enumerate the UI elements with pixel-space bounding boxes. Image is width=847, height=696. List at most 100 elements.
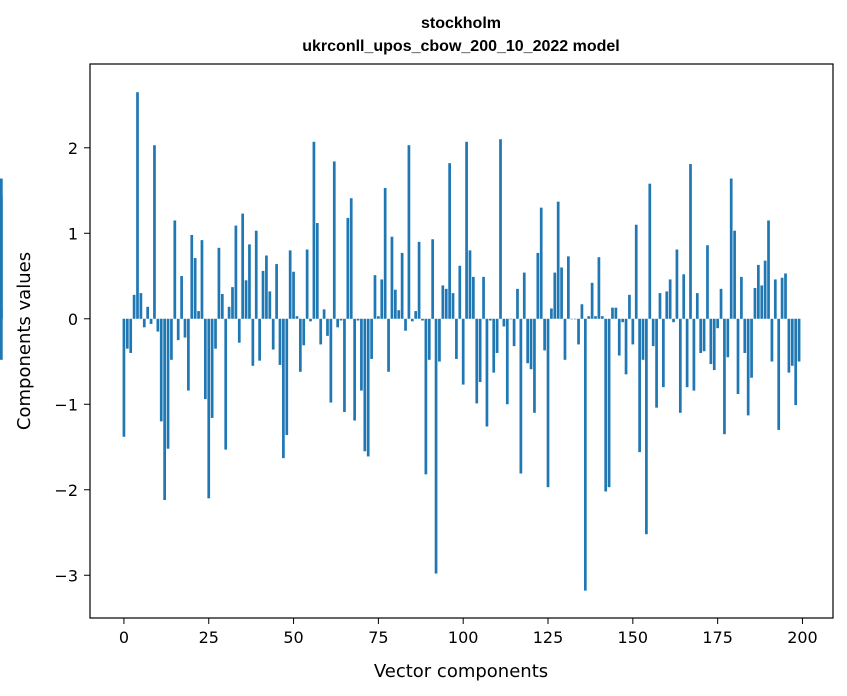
bar-168 [692,318,696,391]
bar-194 [780,277,784,319]
bar-153 [641,318,645,360]
bar-70 [360,318,363,391]
bar-100 [461,318,465,385]
bar-89 [424,318,428,475]
bar-196 [787,318,791,373]
x-tick-label-125: 125 [533,628,564,647]
bar-60 [326,318,329,336]
bar-1 [125,318,129,349]
bar-40 [258,318,261,361]
bar-86 [414,311,418,319]
bar-182 [740,276,743,319]
bar-66 [346,217,350,319]
bar-111 [499,139,502,319]
bar-92 [434,318,438,574]
bar-0 [122,318,126,437]
bar-39 [254,230,258,319]
bar-102 [468,250,472,319]
bar-84 [407,145,411,319]
bar-118 [522,272,526,319]
bar-160 [665,291,669,319]
bar-30 [224,318,228,450]
bar-71 [363,318,367,452]
x-tick-label-75: 75 [368,628,388,647]
bar-95 [444,288,448,319]
bar-128 [556,201,560,319]
bar-129 [560,267,563,319]
bar-166 [685,318,689,388]
bar-4 [136,92,139,319]
bar-188 [760,285,764,319]
y-tick-label-1: 1 [68,224,78,243]
bar-136 [583,318,587,591]
bar-37 [248,244,251,319]
bar-187 [757,264,760,319]
bar-65 [343,318,346,412]
bar-147 [621,318,625,323]
bar-57 [315,223,319,319]
y-tick-label-0: 0 [68,310,78,329]
bar-176 [719,288,723,319]
bar-61 [329,318,333,403]
bar-127 [553,272,557,319]
bar-67 [349,198,353,319]
bar-55 [309,318,312,322]
bar-42 [265,255,268,319]
bar-155 [648,183,652,319]
bar-123 [539,207,543,319]
bar-195 [784,273,787,319]
bar-97 [451,293,455,319]
bar-21 [193,258,197,319]
bar-34 [237,318,241,343]
y-axis-label: Components values [14,252,35,430]
bar-53 [302,318,306,346]
bar-105 [478,318,482,383]
bar-14 [170,318,173,360]
x-tick-label-150: 150 [618,628,649,647]
bar-158 [658,293,662,319]
bar-54 [305,249,309,319]
chart-title: stockholm [421,15,501,32]
bar-108 [488,318,492,321]
bar-52 [298,318,302,372]
bar-69 [356,318,360,321]
y-tick-label--1: −1 [54,395,78,414]
bar-93 [438,318,441,362]
bar-90 [427,318,431,360]
x-axis: 0 25 50 75 100 125 150 175 200 [119,618,818,647]
bar-50 [292,271,295,319]
bar-103 [472,276,475,319]
bar-114 [509,318,513,320]
bar-156 [651,318,655,347]
bar-undefined [0,318,3,360]
bar-27 [214,318,217,349]
bar-175 [716,318,719,329]
bar-58 [319,318,323,345]
bar-185 [750,318,753,378]
bar-120 [529,318,533,370]
bar-133 [573,318,577,320]
bar-79 [390,236,394,319]
bar-132 [570,318,574,320]
bar-154 [645,318,648,535]
bar-107 [485,318,489,427]
bar-171 [702,318,706,352]
x-tick-label-25: 25 [199,628,219,647]
bar-68 [353,318,356,421]
bar-141 [600,316,604,319]
x-tick-label-200: 200 [787,628,818,647]
bar-88 [421,318,424,321]
bar-144 [611,307,614,319]
bar-198 [794,318,798,406]
x-axis-label: Vector components [374,661,548,682]
bar-125 [546,318,550,488]
bar-10 [156,318,160,332]
bar-192 [773,279,777,319]
x-tick-label-50: 50 [283,628,303,647]
bar-135 [580,304,584,319]
bar-174 [712,318,716,371]
bar-45 [275,264,278,319]
bar-178 [726,318,730,358]
bar-33 [234,225,238,319]
bar-104 [475,318,479,404]
